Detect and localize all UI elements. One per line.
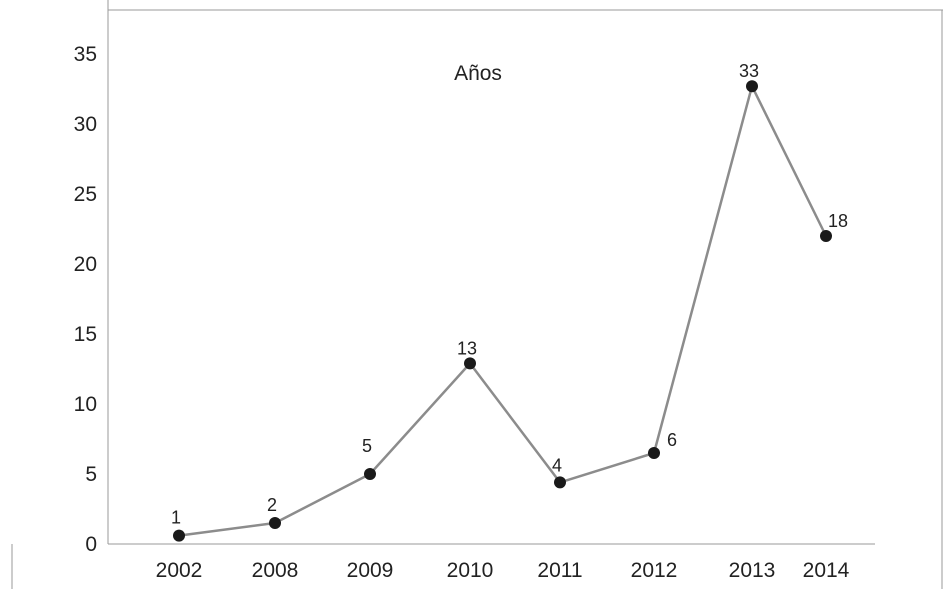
data-label-2012: 6 [667,430,677,450]
data-label-2011: 4 [552,455,562,475]
x-tick-label-2002: 2002 [156,559,203,582]
series-line [178,84,828,537]
chart-title: Años [454,62,502,85]
y-tick-label-25: 25 [74,183,97,206]
x-tick-labels: 2002 2008 2009 2010 2011 2012 2013 2014 [156,559,850,582]
y-tick-label-10: 10 [74,393,97,416]
data-label-2010: 13 [457,338,477,358]
data-point-2013 [746,80,758,93]
data-point-2008 [269,517,281,529]
x-tick-label-2011: 2011 [537,559,582,582]
x-tick-label-2009: 2009 [347,559,394,582]
y-tick-label-0: 0 [85,533,97,556]
data-point-2009 [364,468,376,480]
y-tick-label-5: 5 [85,463,97,486]
x-tick-label-2008: 2008 [252,559,299,582]
x-tick-label-2010: 2010 [447,559,494,582]
data-label-2014: 18 [828,211,848,231]
x-tick-label-2014: 2014 [803,559,850,582]
data-label-2008: 2 [267,495,277,515]
data-point-2002 [173,529,185,542]
x-tick-label-2012: 2012 [631,559,678,582]
series-markers [173,80,832,542]
chart-frame [11,0,943,589]
y-tick-label-15: 15 [74,323,97,346]
y-tick-label-20: 20 [74,253,97,276]
data-label-2009: 5 [362,436,372,456]
data-point-2011 [554,476,566,489]
data-label-2013: 33 [739,61,759,81]
series-polyline [178,84,828,537]
y-tick-label-35: 35 [74,43,97,66]
data-point-2012 [648,447,660,459]
y-tick-labels: 0 5 10 15 20 25 30 35 [74,43,97,556]
data-point-2010 [464,357,476,370]
data-labels: 1 2 5 13 4 6 33 18 [171,61,848,527]
y-tick-label-30: 30 [74,113,97,136]
data-label-2002: 1 [171,508,181,528]
x-tick-label-2013: 2013 [729,559,776,582]
data-point-2014 [820,230,832,242]
